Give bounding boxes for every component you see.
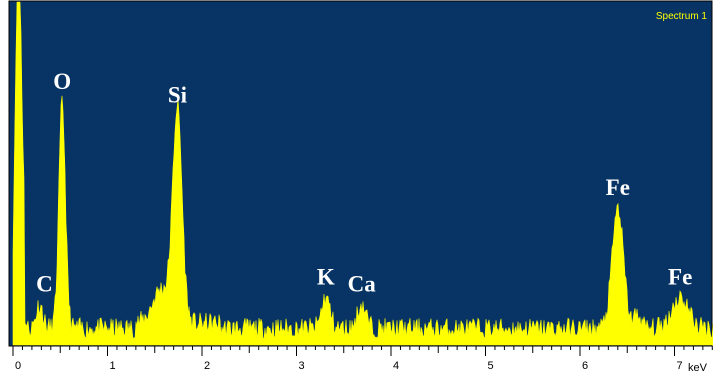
peak-label-o-2: O	[53, 69, 71, 94]
peak-label-si-3: Si	[168, 83, 188, 108]
x-tick-label-2: 2	[204, 360, 210, 372]
peak-label-k-5: K	[317, 264, 335, 289]
legend-spectrum-1: Spectrum 1	[656, 11, 708, 22]
x-axis-unit: keV	[688, 362, 708, 374]
x-tick-label-4: 4	[393, 360, 399, 372]
peak-label-layer: C O Si K Ca Fe Fe	[36, 69, 692, 296]
spectrum-area	[12, 1, 713, 346]
peak-label-ca-6: Ca	[348, 271, 377, 296]
x-tick-label-5: 5	[488, 360, 494, 372]
spectrum-fill-layer	[12, 1, 713, 346]
peak-label-fe-7: Fe	[606, 175, 630, 200]
peak-label-c-1: C	[36, 271, 53, 296]
peak-label-fe-9: Fe	[668, 264, 692, 289]
x-tick-label-6: 6	[582, 360, 588, 372]
x-tick-label-0: 0	[15, 360, 21, 372]
x-tick-label-7: 7	[677, 360, 683, 372]
x-tick-label-3: 3	[299, 360, 305, 372]
x-tick-label-1: 1	[110, 360, 116, 372]
x-axis-ticks: 0 1 2 3 4 5 6 7	[12, 346, 713, 372]
plot-background	[8, 0, 713, 347]
